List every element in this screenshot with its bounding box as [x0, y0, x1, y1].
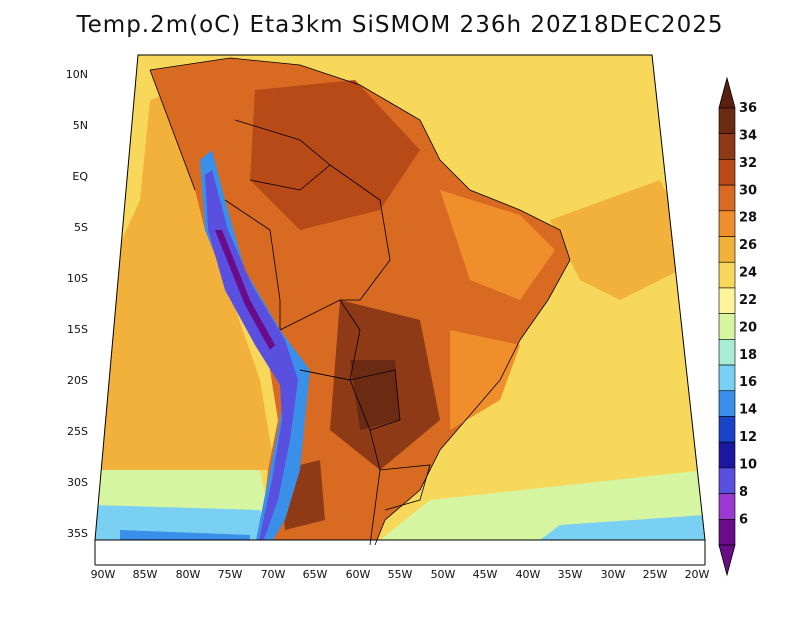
colorbar-label: 8 [739, 485, 748, 500]
map-title: Temp.2m(oC) Eta3km SiSMOM 236h 20Z18DEC2… [76, 12, 724, 38]
amazon-hot-region [250, 80, 420, 230]
lat-label: 20S [67, 374, 88, 387]
colorbar-label: 20 [739, 320, 757, 335]
lon-label: 55W [388, 568, 413, 581]
temperature-field [95, 55, 705, 540]
colorbar-block [718, 107, 736, 135]
colorbar-label: 12 [739, 430, 757, 445]
lon-label: 80W [176, 568, 201, 581]
colorbar-label: 28 [739, 211, 757, 226]
colorbar-label: 18 [739, 348, 757, 363]
argentina-border [299, 369, 381, 546]
coastline [149, 57, 571, 546]
colorbar-block [718, 261, 736, 289]
far-south-atlantic-cold-region [540, 515, 705, 540]
colorbar-block [718, 159, 736, 186]
colorbar-label: 36 [739, 101, 757, 116]
colorbar-label: 22 [739, 293, 757, 308]
northeast-warm-region [440, 190, 555, 300]
lon-label: 85W [133, 568, 158, 581]
peru-border [224, 199, 281, 330]
lon-label: 75W [218, 568, 243, 581]
lon-label: 35W [558, 568, 583, 581]
brazil-west-border [329, 164, 391, 301]
lon-label: 30W [601, 568, 626, 581]
uruguay-border [379, 464, 431, 511]
colorbar-labels: 36 34 32 30 28 26 24 22 20 18 16 14 12 10 8 6 [739, 101, 757, 527]
andes-coldest-band [215, 230, 275, 350]
lon-label: 65W [303, 568, 328, 581]
colorbar-block [718, 390, 736, 417]
andes-colder-band [205, 170, 298, 540]
colorbar-top-arrow [718, 76, 736, 109]
lat-label: 10S [67, 272, 88, 285]
lat-label: 5N [73, 119, 88, 132]
colorbar-label: 14 [739, 403, 757, 418]
lat-label: 5S [74, 221, 88, 234]
lon-axis: 90W 85W 80W 75W 70W 65W 60W 55W 50W 45W … [91, 568, 710, 581]
pacific-coastline [149, 69, 196, 191]
colorbar-label: 16 [739, 375, 757, 390]
colorbar-block [718, 339, 736, 366]
lat-label: 15S [67, 323, 88, 336]
lat-label: 25S [67, 425, 88, 438]
colorbar-block [718, 364, 736, 392]
colorbar-block [718, 441, 736, 469]
lat-label: 30S [67, 476, 88, 489]
lon-label: 70W [261, 568, 286, 581]
lon-label: 60W [346, 568, 371, 581]
lon-label: 40W [516, 568, 541, 581]
colorbar: 36 34 32 30 28 26 24 22 20 18 16 14 12 10 8 6 [718, 76, 757, 577]
colorbar-label: 10 [739, 457, 757, 472]
colorbar-block [718, 133, 736, 160]
lat-label: 35S [67, 527, 88, 540]
colorbar-label: 32 [739, 156, 757, 171]
lon-label: 50W [431, 568, 456, 581]
southeast-warm-region [450, 330, 520, 430]
colorbar-block [718, 467, 736, 494]
colorbar-block [718, 518, 736, 546]
atlantic-warm-region [550, 180, 700, 300]
lon-label: 25W [643, 568, 668, 581]
lat-label: EQ [72, 170, 88, 183]
colorbar-block [718, 493, 736, 520]
colorbar-block [718, 287, 736, 314]
colorbar-label: 34 [739, 128, 757, 143]
colorbar-label: 26 [739, 238, 757, 253]
colorbar-bottom-arrow [718, 544, 736, 577]
colombia-border [234, 119, 331, 191]
lat-label: 10N [66, 68, 88, 81]
pacific-warm-region [95, 80, 275, 470]
lon-label: 90W [91, 568, 116, 581]
lon-label: 45W [473, 568, 498, 581]
lon-label: 20W [685, 568, 710, 581]
lat-axis: 10N 5N EQ 5S 10S 15S 20S 25S 30S 35S [66, 68, 89, 540]
colorbar-block [718, 184, 736, 212]
far-south-coldest-region [120, 530, 250, 540]
colorbar-block [718, 416, 736, 443]
country-borders [149, 57, 571, 546]
paraguay-border [349, 369, 401, 431]
colorbar-block [718, 313, 736, 340]
colorbar-label: 24 [739, 266, 757, 281]
colorbar-blocks [718, 107, 736, 546]
colorbar-block [718, 210, 736, 237]
colorbar-block [718, 236, 736, 263]
colorbar-label: 6 [739, 512, 748, 527]
colorbar-label: 30 [739, 183, 757, 198]
